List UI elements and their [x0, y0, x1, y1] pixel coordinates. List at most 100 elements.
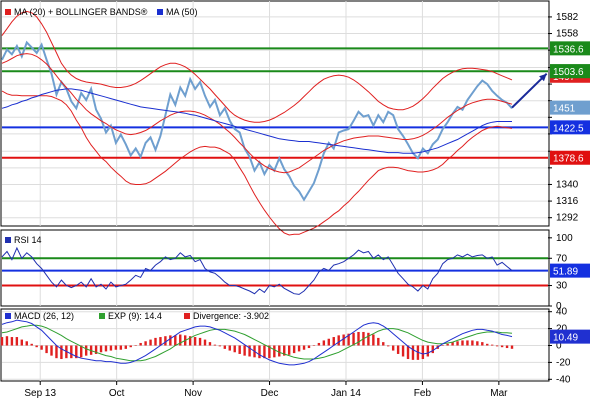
divergence-bar [70, 345, 73, 359]
macd-last-label-text: 10.49 [553, 333, 578, 344]
divergence-bar [302, 345, 306, 350]
hline-label-red-support-text: 1378.6 [553, 154, 584, 165]
price-tick-label: 1558 [556, 29, 579, 40]
price-support-resistance [2, 47, 548, 159]
divergence-bar [223, 345, 227, 349]
x-tick-label: Mar [490, 388, 508, 399]
series-bb-lower [1, 90, 513, 236]
rsi-value-labels: 51.89 [550, 263, 590, 278]
legend-macd-swatch [5, 313, 11, 319]
divergence-bar [406, 345, 410, 360]
hline-label-green-upper: 1536.6 [550, 41, 590, 56]
divergence-bar [451, 342, 454, 346]
divergence-bar [510, 345, 514, 349]
legend-ma20-swatch [5, 9, 11, 15]
divergence-bar [248, 345, 251, 357]
divergence-bar [342, 334, 345, 346]
divergence-bar [134, 345, 137, 346]
divergence-bar [268, 345, 271, 359]
divergence-bar [174, 335, 177, 346]
divergence-bar [297, 345, 301, 352]
divergence-bar [476, 341, 479, 346]
divergence-bar [119, 345, 123, 350]
hline-label-top-green-lower-text: 1503.6 [553, 67, 584, 78]
divergence-bar [124, 345, 127, 349]
price-tick-label: 1340 [556, 179, 579, 190]
x-tick-label: Feb [414, 388, 432, 399]
x-axis: Sep 13 Oct Nov Dec Jan 14 Feb Mar [24, 381, 508, 399]
divergence-bar [387, 345, 390, 347]
divergence-bar [461, 340, 464, 346]
divergence-bar [40, 345, 43, 350]
legend-ma20-label: MA (20) + BOLLINGER BANDS® [14, 7, 148, 17]
divergence-bar [238, 345, 241, 354]
rsi-tick-label: 100 [556, 233, 573, 244]
hline-label-green-upper-text: 1536.6 [553, 44, 584, 55]
x-tick-label: Sep 13 [24, 388, 56, 399]
x-tick-label: Oct [109, 388, 125, 399]
rsi-grid [39, 231, 500, 306]
divergence-bar [129, 345, 132, 348]
divergence-bar [401, 345, 405, 357]
trend-arrow-head [539, 73, 547, 82]
divergence-bar [273, 345, 276, 358]
divergence-bar [198, 337, 202, 346]
price-tick-label: 1582 [556, 12, 579, 23]
divergence-bar [322, 340, 326, 346]
macd-tick-label: 40 [556, 307, 568, 318]
hline-label-blue-support: 1422.5 [550, 120, 590, 135]
divergence-bar [15, 337, 19, 346]
rsi-hline-label-rsi-51-text: 51.89 [553, 267, 578, 278]
hline-label-top-green-lower: 1503.6 [550, 64, 590, 79]
divergence-bar [218, 345, 222, 347]
divergence-bar [327, 338, 330, 346]
legend-exp-label: EXP (9): 14.4 [108, 311, 162, 321]
macd-divergence-bars [0, 331, 514, 360]
divergence-bar [471, 340, 474, 346]
divergence-bar [292, 345, 296, 354]
legend-divergence-label: Divergence: -3.902 [193, 311, 269, 321]
macd-tick-label: 0 [556, 341, 562, 352]
rsi-hline-label-rsi-51-box [550, 263, 590, 278]
divergence-bar [372, 334, 375, 346]
divergence-bar [94, 345, 98, 354]
macd-y-axis: 40 20 0 -20 -40 [548, 307, 571, 385]
divergence-bar [347, 333, 350, 346]
divergence-bar [169, 335, 172, 346]
rsi-frame [0, 229, 550, 307]
divergence-bar [283, 345, 286, 356]
divergence-bar [466, 340, 469, 346]
divergence-bar [99, 345, 103, 353]
rsi-y-axis: 100 70 30 0 [548, 233, 573, 312]
divergence-bar [0, 337, 4, 346]
divergence-bar [500, 345, 504, 348]
legend-ma50-label: MA (50) [166, 7, 198, 17]
macd-tick-label: -20 [556, 357, 571, 368]
macd-last-label: 10.49 [550, 329, 590, 344]
macd-tick-label: -40 [556, 374, 571, 385]
x-tick-label: Dec [261, 388, 279, 399]
divergence-bar [5, 336, 9, 346]
hline-label-red-support: 1378.6 [550, 150, 590, 165]
divergence-bar [213, 344, 217, 346]
divergence-bar [243, 345, 246, 356]
trend-arrow [511, 72, 548, 109]
hline-label-blue-support-text: 1422.5 [553, 123, 584, 134]
divergence-bar [431, 345, 434, 354]
divergence-bar [446, 343, 449, 346]
trend-arrow-shaft [511, 72, 548, 109]
divergence-bar [312, 345, 316, 346]
series-rsi [1, 246, 513, 295]
rsi-panel: 100 70 30 0 51.89 RSI 14 [0, 229, 590, 312]
divergence-bar [233, 345, 236, 353]
divergence-bar [20, 339, 24, 346]
divergence-bar [50, 345, 53, 356]
divergence-bar [60, 345, 63, 360]
divergence-bar [164, 336, 167, 346]
divergence-bar [426, 345, 430, 357]
series-ma-50 [1, 88, 512, 154]
divergence-bar [263, 345, 266, 359]
divergence-bar [80, 345, 83, 358]
divergence-bar [441, 345, 444, 346]
divergence-bar [391, 345, 395, 351]
